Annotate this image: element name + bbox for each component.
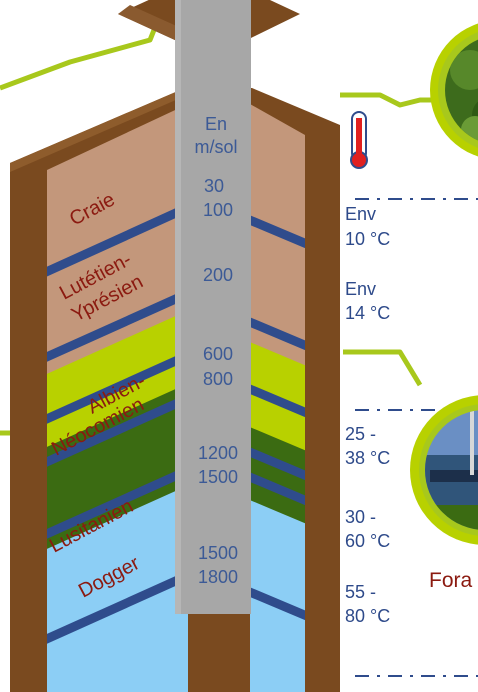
depth-craie-bottom: 100	[203, 200, 233, 220]
temp-1-line1: Env	[345, 204, 376, 224]
temp-5-line2: 80 °C	[345, 606, 390, 626]
temp-2-line1: Env	[345, 279, 376, 299]
photo-badge-drilling-rig	[410, 395, 478, 545]
drill-pipe	[175, 0, 251, 614]
depth-albien-top: 600	[203, 344, 233, 364]
strata-bands	[47, 197, 305, 665]
depth-lusitanien-bottom: 1500	[198, 467, 238, 487]
depth-dogger-bottom: 1800	[198, 567, 238, 587]
temp-2-line2: 14 °C	[345, 303, 390, 323]
caption-fora: Fora	[429, 569, 473, 592]
depth-lusitanien-top: 1200	[198, 443, 238, 463]
temp-5-line1: 55 -	[345, 582, 376, 602]
temp-1-line2: 10 °C	[345, 229, 390, 249]
photo-badge-top	[430, 23, 478, 157]
depth-albien-bottom: 800	[203, 369, 233, 389]
depth-lutetien: 200	[203, 265, 233, 285]
thermometer-icon	[350, 111, 368, 169]
temp-3-line2: 38 °C	[345, 448, 390, 468]
strata	[47, 104, 305, 692]
unit-label-msol: m/sol	[194, 137, 237, 157]
depth-craie-top: 30	[204, 176, 224, 196]
layer-dogger	[47, 480, 200, 692]
depth-dogger-top: 1500	[198, 543, 238, 563]
temp-4-line2: 60 °C	[345, 531, 390, 551]
temp-3-line1: 25 -	[345, 424, 376, 444]
unit-label-en: En	[205, 114, 227, 134]
temp-4-line1: 30 -	[345, 507, 376, 527]
